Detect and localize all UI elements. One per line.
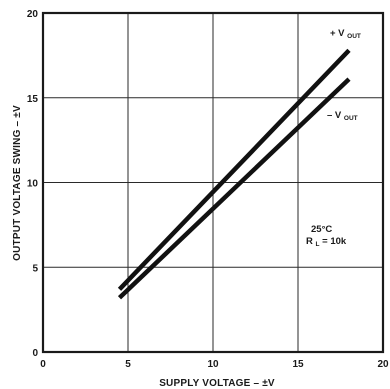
plot-frame: [41, 11, 385, 354]
y-tick-label: 0: [32, 348, 38, 359]
x-tick-label: 15: [292, 359, 304, 370]
series-lines: [117, 48, 351, 300]
series-label-positive: + V OUT: [330, 28, 361, 40]
y-tick-label: 20: [27, 9, 39, 20]
x-tick-label: 10: [207, 359, 219, 370]
series-label-negative-subscript: OUT: [344, 115, 358, 122]
load-annotation-subscript: L: [316, 241, 320, 248]
load-annotation: R L = 10k: [306, 236, 347, 249]
temperature-annotation: 25°C: [311, 224, 332, 235]
series-label-negative: – V OUT: [327, 110, 358, 122]
y-tick-labels: 0 5 10 15 20: [27, 9, 39, 359]
y-tick-label: 15: [27, 94, 39, 105]
series-label-negative-main: – V: [327, 110, 342, 121]
negative-swing-line: [117, 77, 351, 300]
x-axis-label: SUPPLY VOLTAGE – ±V: [159, 378, 275, 389]
grid-lines: [43, 13, 383, 352]
load-annotation-value: = 10k: [322, 236, 347, 247]
y-tick-label: 10: [27, 179, 39, 190]
y-tick-label: 5: [32, 263, 38, 274]
series-label-positive-main: + V: [330, 28, 345, 39]
x-tick-label: 0: [40, 359, 46, 370]
x-tick-labels: 0 5 10 15 20: [40, 359, 389, 370]
x-tick-label: 5: [125, 359, 131, 370]
x-tick-label: 20: [377, 359, 389, 370]
load-annotation-r: R: [306, 236, 313, 247]
series-label-positive-subscript: OUT: [347, 33, 361, 40]
y-axis-label: OUTPUT VOLTAGE SWING – ±V: [12, 105, 23, 261]
positive-swing-line: [117, 48, 351, 291]
